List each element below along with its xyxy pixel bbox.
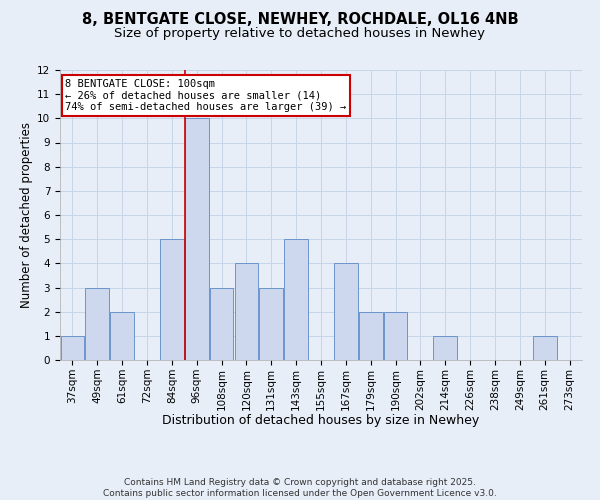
Bar [61, 336, 84, 360]
Bar [210, 288, 233, 360]
Bar [433, 336, 457, 360]
Bar [384, 312, 407, 360]
Bar [259, 288, 283, 360]
Text: Contains HM Land Registry data © Crown copyright and database right 2025.
Contai: Contains HM Land Registry data © Crown c… [103, 478, 497, 498]
Y-axis label: Number of detached properties: Number of detached properties [20, 122, 33, 308]
Bar [334, 264, 358, 360]
X-axis label: Distribution of detached houses by size in Newhey: Distribution of detached houses by size … [163, 414, 479, 427]
Bar [160, 239, 184, 360]
Bar [359, 312, 383, 360]
Text: 8 BENTGATE CLOSE: 100sqm
← 26% of detached houses are smaller (14)
74% of semi-d: 8 BENTGATE CLOSE: 100sqm ← 26% of detach… [65, 78, 346, 112]
Bar [284, 239, 308, 360]
Bar [533, 336, 557, 360]
Text: Size of property relative to detached houses in Newhey: Size of property relative to detached ho… [115, 28, 485, 40]
Bar [85, 288, 109, 360]
Bar [235, 264, 258, 360]
Bar [110, 312, 134, 360]
Bar [185, 118, 209, 360]
Text: 8, BENTGATE CLOSE, NEWHEY, ROCHDALE, OL16 4NB: 8, BENTGATE CLOSE, NEWHEY, ROCHDALE, OL1… [82, 12, 518, 28]
